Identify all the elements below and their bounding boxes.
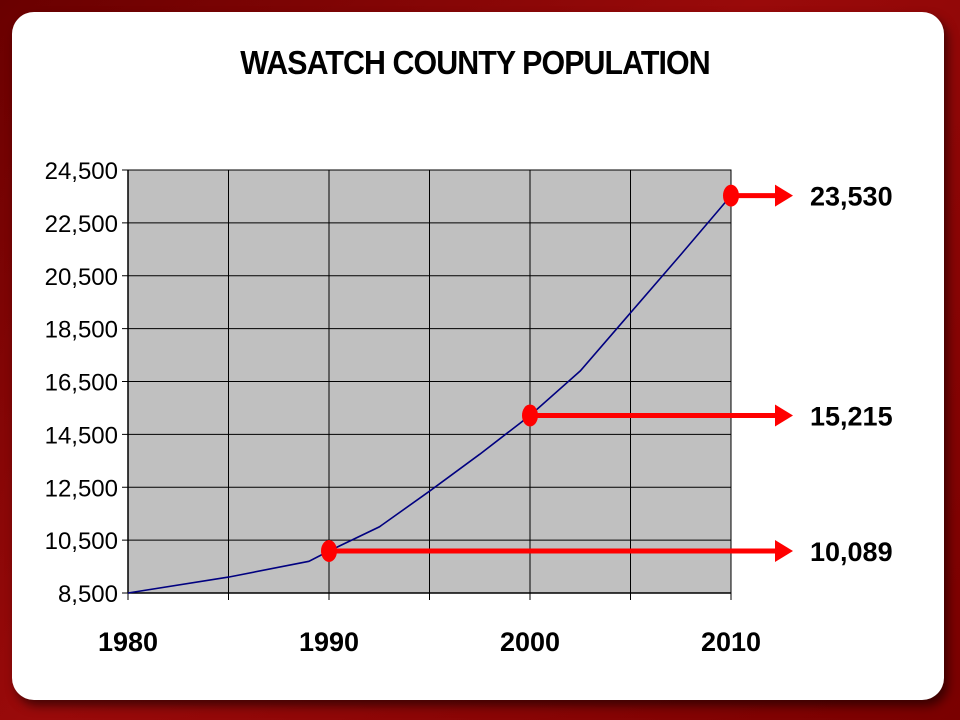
y-tick-label: 22,500 — [45, 211, 118, 238]
callout: 23,530 — [723, 182, 893, 212]
callout-arrowhead — [775, 539, 793, 562]
y-tick-labels: 8,500 10,500 12,500 14,500 16,500 18,500 20,50… — [45, 158, 118, 608]
callout: 10,089 — [321, 537, 893, 567]
x-tick-label: 2010 — [701, 627, 761, 657]
series-lines — [127, 195, 732, 594]
axes — [122, 169, 732, 600]
y-tick-label: 14,500 — [45, 422, 118, 449]
callout: 15,215 — [522, 401, 893, 431]
callouts: 10,089 15,215 23,530 — [321, 182, 893, 567]
y-tick-label: 16,500 — [45, 370, 118, 397]
series-line — [127, 195, 732, 594]
y-tick-label: 24,500 — [45, 158, 118, 185]
callout-marker — [522, 404, 538, 427]
x-tick-label: 2000 — [500, 627, 560, 657]
callout-label: 15,215 — [810, 401, 893, 431]
y-tick-label: 20,500 — [45, 264, 118, 291]
y-tick-label: 18,500 — [45, 317, 118, 344]
callout-arrowhead — [775, 404, 793, 427]
callout-arrowhead — [775, 184, 793, 207]
callout-label: 23,530 — [810, 182, 893, 212]
x-tick-label: 1990 — [299, 627, 359, 657]
callout-label: 10,089 — [810, 537, 893, 567]
grid-lines — [128, 169, 731, 594]
callout-marker — [321, 539, 337, 562]
chart-title: WASATCH COUNTY POPULATION — [240, 44, 710, 81]
y-tick-label: 12,500 — [45, 475, 118, 502]
x-tick-label: 1980 — [98, 627, 158, 657]
x-tick-labels: 1980 1990 2000 2010 — [98, 627, 761, 657]
y-tick-label: 10,500 — [45, 528, 118, 555]
callout-marker — [723, 184, 739, 207]
y-tick-label: 8,500 — [58, 581, 118, 608]
